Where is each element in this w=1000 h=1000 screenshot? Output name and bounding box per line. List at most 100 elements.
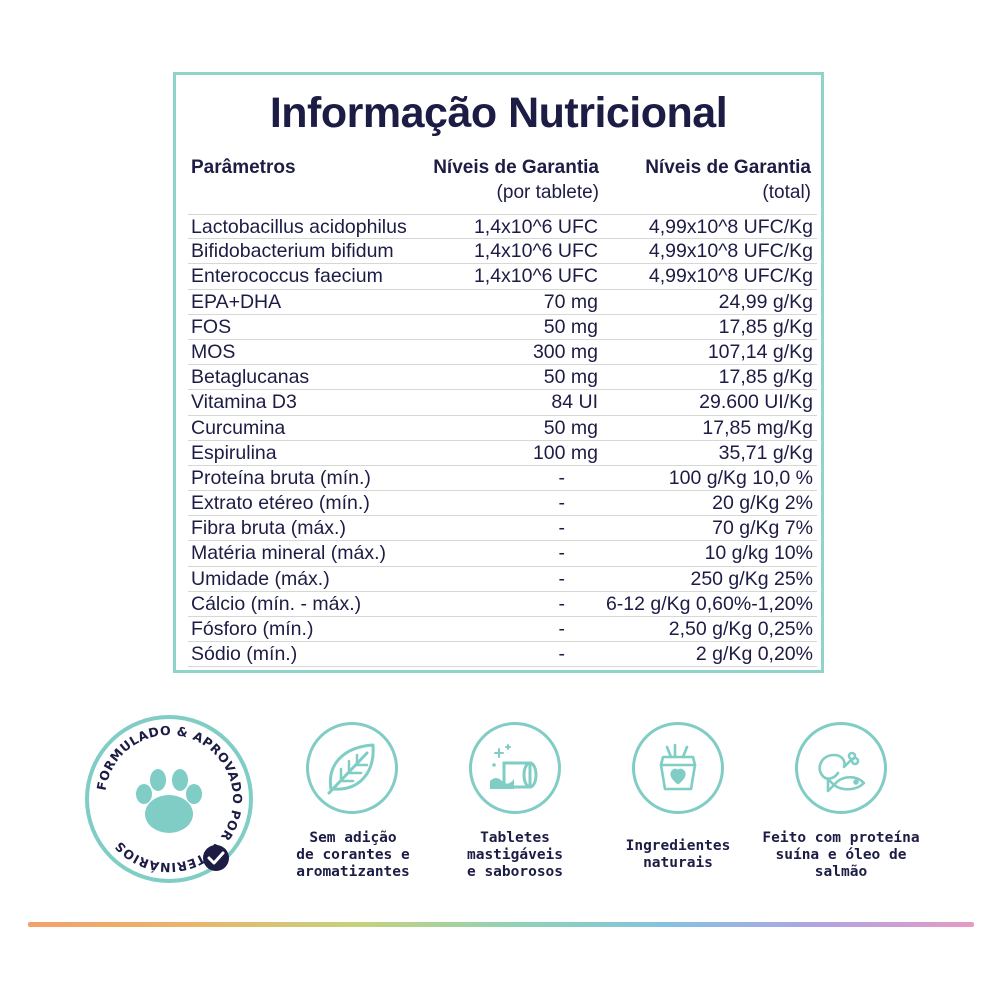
table-row: Enterococcus faecium 1,4x10^6 UFC 4,99x10^… (188, 264, 817, 290)
feature-basket-circle (632, 722, 724, 814)
row-parameter: Umidade (máx.) (191, 567, 330, 590)
row-tablet-value: 50 mg (543, 315, 598, 338)
table-row: Fibra bruta (máx.) - 70 g/Kg 7% (188, 516, 817, 542)
table-row: Vitamina D3 84 UI 29.600 UI/Kg (188, 390, 817, 416)
row-tablet-value: - (558, 517, 566, 540)
table-row: Bifidobacterium bifidum 1,4x10^6 UFC 4,99x… (188, 239, 817, 265)
page-title: Informação Nutricional (269, 89, 728, 137)
row-parameter: Sódio (mín.) (191, 643, 298, 666)
row-total-value: 35,71 g/Kg (718, 441, 813, 464)
row-tablet-value: 300 mg (532, 340, 598, 363)
feature-meat-fish-circle (795, 722, 887, 814)
paw-icon (136, 769, 202, 833)
table-row: MOS 300 mg 107,14 g/Kg (188, 340, 817, 366)
row-total-value: 17,85 g/Kg (718, 315, 813, 338)
row-parameter: Enterococcus faecium (191, 265, 383, 288)
row-tablet-value: - (558, 618, 566, 640)
row-parameter: Lactobacillus acidophilus (191, 216, 407, 238)
row-total-value: 2 g/Kg 0,20% (695, 643, 813, 666)
row-total-value: 20 g/Kg 2% (712, 492, 813, 515)
row-tablet-value: 50 mg (543, 366, 598, 389)
row-parameter: Curcumina (191, 416, 286, 439)
row-total-value: 4,99x10^8 UFC/Kg (648, 240, 813, 263)
row-tablet-value: - (558, 592, 566, 615)
table-row: Fósforo (mín.) - 2,50 g/Kg 0,25% (188, 617, 817, 643)
row-total-value: 100 g/Kg 10,0 % (668, 466, 813, 489)
row-tablet-value: 50 mg (543, 416, 598, 439)
feature-label-protein-salmon: Feito com proteína suína e óleo de salmã… (762, 830, 920, 880)
row-total-value: 4,99x10^8 UFC/Kg (648, 265, 813, 288)
feature-label-no-colorants: Sem adição de corantes e aromatizantes (296, 830, 410, 880)
row-total-value: 107,14 g/Kg (707, 340, 813, 363)
table-row: Curcumina 50 mg 17,85 mg/Kg (188, 416, 817, 441)
row-tablet-value: 70 mg (543, 290, 598, 313)
bottom-gradient-bar (28, 922, 974, 927)
row-tablet-value: 84 UI (551, 391, 598, 414)
row-total-value: 24,99 g/Kg (718, 290, 813, 313)
table-row: Proteína bruta (mín.) - 100 g/Kg 10,0 % (188, 466, 817, 492)
header-total-main: Níveis de Garantia (645, 157, 811, 178)
row-total-value: 6-12 g/Kg 0,60%-1,20% (605, 592, 813, 615)
meat-fish-icon (818, 751, 866, 793)
row-total-value: 4,99x10^8 UFC/Kg (648, 216, 813, 238)
row-total-value: 29.600 UI/Kg (699, 391, 813, 414)
table-row: Matéria mineral (máx.) - 10 g/kg 10% (188, 541, 817, 567)
row-parameter: Vitamina D3 (191, 391, 297, 414)
row-parameter: Espirulina (191, 441, 277, 464)
vet-approved-seal: FORMULADO & APROVADO POR VETERINÁRIOS (83, 713, 255, 885)
header-tablet-sub: (por tablete) (496, 182, 599, 203)
table-row: Betaglucanas 50 mg 17,85 g/Kg (188, 365, 817, 391)
tablet-icon (490, 744, 538, 789)
row-parameter: Betaglucanas (191, 366, 310, 389)
row-total-value: 17,85 g/Kg (718, 366, 813, 389)
feature-tablet-circle (469, 722, 561, 814)
header-total-sub: (total) (762, 182, 811, 203)
table-row: Extrato etéreo (mín.) - 20 g/Kg 2% (188, 491, 817, 517)
row-parameter: Fibra bruta (máx.) (191, 517, 346, 540)
row-tablet-value: - (558, 492, 566, 515)
header-tablet-main: Níveis de Garantia (433, 157, 599, 178)
table-row: FOS 50 mg 17,85 g/Kg (188, 315, 817, 340)
table-row: Sódio (mín.) - 2 g/Kg 0,20% (188, 642, 817, 668)
leaf-icon (327, 743, 375, 795)
table-row: Lactobacillus acidophilus 1,4x10^6 UFC 4,9… (188, 214, 817, 240)
row-tablet-value: - (558, 466, 566, 489)
basket-icon (659, 743, 697, 791)
row-parameter: Bifidobacterium bifidum (191, 240, 394, 263)
row-total-value: 250 g/Kg 25% (690, 567, 813, 590)
row-parameter: EPA+DHA (191, 290, 282, 313)
table-row: Umidade (máx.) - 250 g/Kg 25% (188, 567, 817, 592)
feature-leaf-circle (306, 722, 398, 814)
row-parameter: Extrato etéreo (mín.) (191, 492, 370, 515)
nutrition-table-rows: Lactobacillus acidophilus 1,4x10^6 UFC 4,9… (188, 214, 817, 668)
row-tablet-value: 1,4x10^6 UFC (473, 216, 598, 238)
row-parameter: Fósforo (mín.) (191, 618, 314, 640)
header-parameters: Parâmetros (191, 155, 296, 180)
nutrition-table-panel: Informação Nutricional Parâmetros Níveis… (173, 72, 824, 673)
row-total-value: 70 g/Kg 7% (712, 517, 813, 540)
row-tablet-value: - (558, 542, 566, 565)
feature-label-chewable-tablets: Tabletes mastigáveis e saborosos (466, 830, 564, 880)
row-parameter: FOS (191, 315, 232, 338)
row-total-value: 17,85 mg/Kg (702, 416, 813, 439)
row-parameter: Proteína bruta (mín.) (191, 466, 371, 489)
row-parameter: Cálcio (mín. - máx.) (191, 592, 362, 615)
row-tablet-value: 1,4x10^6 UFC (473, 240, 598, 263)
header-parameters-label: Parâmetros (191, 157, 296, 178)
table-row: EPA+DHA 70 mg 24,99 g/Kg (188, 290, 817, 315)
row-total-value: 10 g/kg 10% (704, 542, 813, 565)
header-total: Níveis de Garantia (total) (616, 155, 811, 205)
table-row: Espirulina 100 mg 35,71 g/Kg (188, 441, 817, 466)
row-total-value: 2,50 g/Kg 0,25% (668, 618, 813, 640)
row-parameter: MOS (191, 340, 236, 363)
table-row: Cálcio (mín. - máx.) - 6-12 g/Kg 0,60%-1,2… (188, 592, 817, 617)
seal-graphic: FORMULADO & APROVADO POR VETERINÁRIOS (85, 715, 253, 883)
row-tablet-value: 100 mg (532, 441, 598, 464)
row-tablet-value: - (558, 567, 566, 590)
row-tablet-value: 1,4x10^6 UFC (473, 265, 598, 288)
header-tablet: Níveis de Garantia (por tablete) (396, 155, 599, 205)
check-badge-icon (203, 845, 229, 871)
feature-label-natural-ingredients: Ingredientes naturais (625, 838, 731, 871)
row-tablet-value: - (558, 643, 566, 666)
row-parameter: Matéria mineral (máx.) (191, 542, 387, 565)
